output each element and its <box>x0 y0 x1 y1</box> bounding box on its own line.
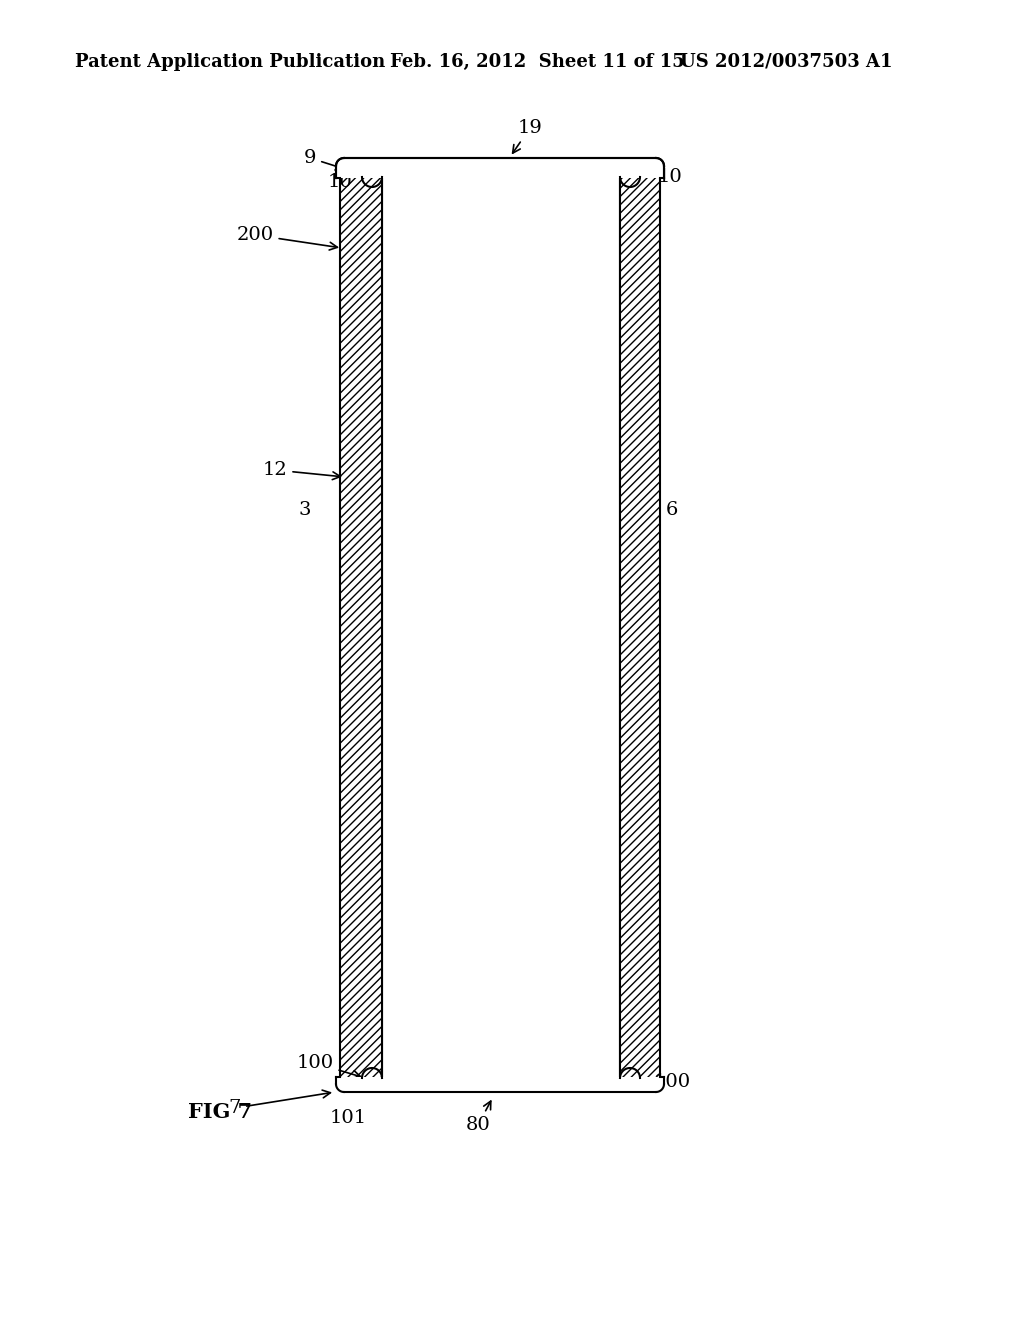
Text: 10: 10 <box>657 168 682 186</box>
Text: 9: 9 <box>304 149 344 170</box>
Text: 101: 101 <box>330 1109 367 1127</box>
Text: US 2012/0037503 A1: US 2012/0037503 A1 <box>680 53 893 71</box>
Bar <box>340 176 382 1080</box>
Bar <box>620 176 660 1080</box>
Text: 100: 100 <box>296 1053 360 1078</box>
Bar <box>336 1077 664 1096</box>
Text: 6: 6 <box>666 502 678 519</box>
Text: 10: 10 <box>328 173 352 191</box>
Text: 12: 12 <box>262 461 340 479</box>
Bar <box>382 176 620 1080</box>
Text: Feb. 16, 2012  Sheet 11 of 15: Feb. 16, 2012 Sheet 11 of 15 <box>390 53 685 71</box>
Text: 3: 3 <box>299 502 311 519</box>
Text: 80: 80 <box>466 1101 490 1134</box>
Text: 7: 7 <box>228 1090 331 1117</box>
Text: FIG 7: FIG 7 <box>188 1102 252 1122</box>
Text: Patent Application Publication: Patent Application Publication <box>75 53 385 71</box>
Text: 200: 200 <box>237 226 338 249</box>
Text: 19: 19 <box>513 119 543 153</box>
Bar <box>336 154 664 178</box>
Text: 100: 100 <box>653 1073 690 1092</box>
